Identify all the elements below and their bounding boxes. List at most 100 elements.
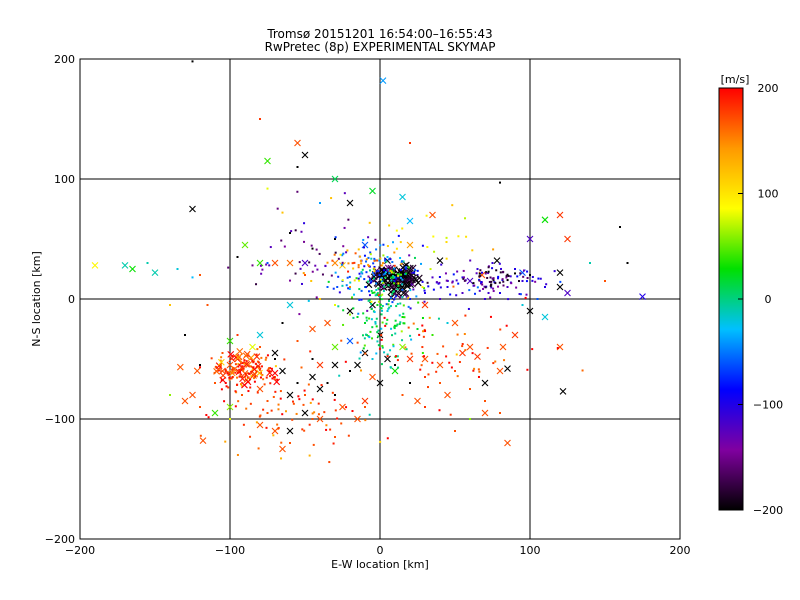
data-point-x [279, 367, 286, 375]
data-point-dot [365, 316, 368, 319]
data-point-dot [309, 350, 312, 353]
data-point-dot [404, 267, 407, 270]
data-point-dot [381, 280, 384, 283]
data-point-dot [488, 280, 491, 283]
data-point-dot [397, 274, 400, 277]
data-point-dot [272, 434, 275, 437]
data-point-dot [373, 277, 376, 280]
data-point-dot [495, 269, 498, 272]
data-point-dot [373, 291, 376, 294]
chart-subtitle: RwPretec (8p) EXPERIMENTAL SKYMAP [264, 40, 496, 54]
data-point-dot [397, 284, 400, 287]
data-point-dot [241, 375, 244, 378]
y-tick-label: −200 [45, 533, 75, 546]
data-point-x [406, 264, 414, 272]
data-point-dot [363, 337, 366, 340]
data-point-dot [461, 343, 464, 346]
data-point-dot [268, 264, 271, 267]
colorbar-tick-label: 200 [758, 82, 779, 95]
data-point-x [294, 139, 301, 147]
data-point-dot [526, 368, 529, 371]
data-point-dot [399, 276, 402, 279]
data-point-dot [344, 360, 347, 363]
data-point-dot [393, 324, 396, 327]
data-point-dot [303, 389, 306, 392]
data-point-dot [325, 424, 328, 427]
data-point-dot [446, 279, 449, 282]
data-point-dot [228, 376, 231, 379]
data-point-dot [386, 269, 389, 272]
data-point-dot [396, 273, 399, 276]
data-point-dot [462, 269, 465, 272]
data-point-dot [259, 264, 262, 267]
data-point-dot [553, 270, 556, 273]
data-point-dot [375, 248, 378, 251]
data-point-dot [374, 270, 377, 273]
data-point-dot [509, 275, 512, 278]
data-point-x [286, 427, 294, 435]
data-point-dot [228, 378, 231, 381]
data-point-dot [402, 312, 405, 315]
data-point-dot [491, 262, 494, 264]
data-point-dot [545, 283, 548, 286]
data-point-dot [420, 262, 423, 265]
data-point-dot [309, 401, 312, 404]
data-point-dot [369, 251, 372, 254]
data-point-dot [380, 277, 383, 280]
data-point-dot [416, 274, 419, 276]
data-point-dot [369, 253, 372, 256]
data-point-dot [377, 300, 380, 303]
data-point-dot [412, 322, 415, 325]
data-point-dot [364, 333, 367, 336]
data-point-dot [456, 270, 459, 273]
data-point-dot [310, 244, 313, 247]
data-point-dot [311, 398, 314, 401]
data-point-x [414, 397, 421, 405]
data-point-x [215, 362, 223, 370]
data-point-dot [298, 398, 301, 401]
data-point-dot [369, 281, 372, 284]
data-point-x [346, 337, 354, 345]
data-point-dot [492, 290, 495, 293]
data-point-dot [446, 322, 449, 324]
data-point-dot [358, 357, 361, 360]
data-point-dot [289, 279, 292, 282]
data-point-dot [402, 260, 405, 263]
data-point-dot [366, 309, 369, 312]
data-point-dot [281, 322, 284, 324]
data-point-dot [297, 395, 300, 398]
data-point-dot [264, 358, 267, 361]
data-point-dot [345, 251, 348, 254]
data-point-dot [219, 359, 222, 362]
data-point-dot [220, 388, 223, 391]
data-point-dot [292, 402, 295, 405]
data-point-x [256, 259, 264, 267]
data-point-x [369, 187, 376, 195]
data-point-dot [395, 247, 398, 250]
data-point-dot [505, 274, 508, 277]
data-point-dot [489, 296, 492, 299]
data-point-dot [412, 288, 415, 291]
data-point-dot [373, 270, 376, 273]
data-point-dot [308, 423, 311, 426]
data-point-dot [384, 258, 387, 261]
data-point-dot [521, 280, 524, 282]
data-point-dot [234, 363, 237, 366]
data-point-dot [383, 269, 386, 272]
data-point-x [404, 282, 411, 290]
data-point-dot [272, 376, 275, 379]
data-point-dot [499, 292, 501, 294]
data-point-x [241, 241, 249, 249]
data-point-x [414, 279, 422, 287]
data-point-dot [379, 440, 382, 443]
data-point-x [451, 319, 459, 327]
data-point-dot [371, 292, 374, 294]
data-point-x [228, 369, 236, 377]
data-point-dot [276, 423, 279, 426]
data-point-dot [371, 326, 374, 329]
data-point-dot [258, 368, 261, 371]
data-point-dot [421, 280, 424, 283]
data-point-x [556, 343, 564, 351]
data-point-dot [497, 277, 500, 280]
data-point-dot [501, 278, 504, 281]
